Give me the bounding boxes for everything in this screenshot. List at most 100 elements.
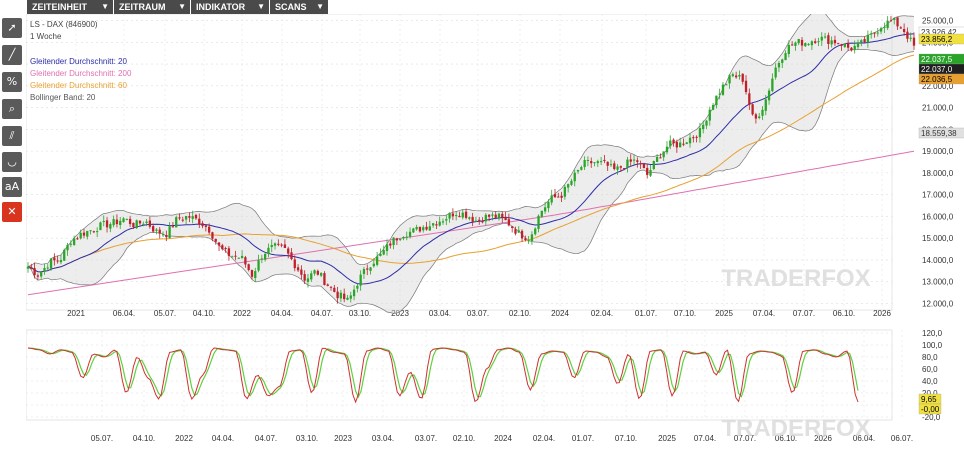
candle-body <box>267 247 270 254</box>
arc-tool-button[interactable]: ◡ <box>2 152 22 172</box>
indikator-menu[interactable]: INDIKATOR ▼ <box>191 0 269 14</box>
candle-body <box>283 244 287 249</box>
candle-body <box>323 273 326 285</box>
candle-body <box>356 285 359 289</box>
candle-body <box>145 221 148 224</box>
price-label: 23.856,2 <box>921 35 953 44</box>
candle-body <box>425 226 428 230</box>
x-tick-label: 2024 <box>551 309 569 318</box>
candle-body <box>537 215 540 229</box>
candle-body <box>290 252 293 260</box>
candle-body <box>438 221 441 226</box>
y-tick-label: 14.000,0 <box>922 256 954 265</box>
candle-body <box>893 17 896 20</box>
chart-area[interactable]: 25.000,024.000,023.000,022.000,021.000,0… <box>25 9 964 444</box>
candle-body <box>448 212 451 219</box>
main-panel <box>25 13 893 311</box>
candle-body <box>725 84 728 86</box>
candle-body <box>72 238 76 245</box>
channel-tool-button[interactable]: ⫽ <box>2 126 22 146</box>
candle-body <box>586 159 590 161</box>
price-label: 18.559,38 <box>921 129 957 138</box>
line-tool-button[interactable]: ╱ <box>2 45 22 65</box>
zeiteinheit-menu[interactable]: ZEITEINHEIT ▼ <box>27 0 113 14</box>
candle-body <box>66 244 69 251</box>
candle-body <box>293 259 296 269</box>
bollinger-fill <box>28 10 914 314</box>
watermark-main: TRADERFOX <box>721 265 870 292</box>
candle-body <box>464 211 468 218</box>
candle-body <box>392 237 395 246</box>
candle-body <box>89 230 92 232</box>
legend-bollinger: Bollinger Band: 20 <box>30 93 96 102</box>
candle-body <box>346 297 349 300</box>
candle-body <box>431 223 435 226</box>
candle-body <box>642 163 646 169</box>
delete-tool-button[interactable]: ✕ <box>2 202 22 222</box>
ma200-line <box>27 150 915 296</box>
y-tick-label: 16.000,0 <box>922 212 954 221</box>
candle-body <box>494 214 497 218</box>
candle-body <box>69 243 72 245</box>
chevron-down-icon: ▼ <box>101 2 109 11</box>
x-tick-label: 04.04. <box>271 309 293 318</box>
candle-body <box>889 20 893 22</box>
x-tick-label: 2026 <box>873 309 891 318</box>
oscillator-panel <box>25 329 893 421</box>
candle-body <box>168 226 171 238</box>
legend-instrument: LS - DAX (846900) <box>30 20 98 29</box>
osc-price-label: -0,00 <box>921 405 940 414</box>
chart-svg[interactable]: 25.000,024.000,023.000,022.000,021.000,0… <box>25 9 964 444</box>
candle-body <box>609 164 613 166</box>
candle-body <box>369 267 372 271</box>
osc-x-tick-label: 2026 <box>814 434 832 443</box>
candle-body <box>257 260 260 271</box>
candle-body <box>399 238 402 240</box>
candle-body <box>613 163 616 170</box>
percent-tool-button[interactable]: % <box>2 72 22 92</box>
candle-body <box>198 218 201 225</box>
candle-body <box>86 230 89 237</box>
candle-body <box>547 201 550 209</box>
osc-x-tick-label: 05.07. <box>91 434 113 443</box>
x-tick-label: 03.10. <box>349 309 371 318</box>
candle-body <box>557 196 560 198</box>
candle-body <box>632 159 636 161</box>
top-menu-bar: ZEITEINHEIT ▼ ZEITRAUM ▼ INDIKATOR ▼ SCANS ▼ <box>0 0 964 14</box>
candle-body <box>840 44 843 46</box>
osc-x-tick-label: 2025 <box>658 434 676 443</box>
text-tool-button[interactable]: aA <box>2 177 22 197</box>
candle-body <box>573 172 576 182</box>
zeitraum-menu[interactable]: ZEITRAUM ▼ <box>114 0 190 14</box>
osc-x-tick-label: 06.07. <box>891 434 913 443</box>
scans-menu[interactable]: SCANS ▼ <box>270 0 328 14</box>
chevron-down-icon: ▼ <box>178 2 186 11</box>
candle-body <box>761 109 764 116</box>
candle-body <box>504 216 507 221</box>
candle-body <box>481 220 484 223</box>
candle-body <box>787 45 790 54</box>
candle-body <box>797 38 800 44</box>
candle-body <box>771 78 774 92</box>
candle-body <box>873 32 876 34</box>
candle-body <box>46 267 49 269</box>
candle-body <box>319 273 323 276</box>
candle-body <box>389 243 392 246</box>
scans-label: SCANS <box>275 2 307 12</box>
candle-body <box>902 29 906 33</box>
candle-body <box>619 166 623 168</box>
zoom-tool-button[interactable]: ⌕ <box>2 99 22 119</box>
osc-price-label: 9,65 <box>921 395 937 404</box>
osc-x-tick-label: 03.04. <box>372 434 394 443</box>
candle-body <box>112 219 115 226</box>
cursor-tool-button[interactable]: ➚ <box>2 18 22 38</box>
candle-body <box>175 217 178 228</box>
x-tick-label: 03.04. <box>429 309 451 318</box>
candle-body <box>731 74 734 77</box>
candle-body <box>814 41 817 43</box>
candle-body <box>372 263 375 267</box>
candle-body <box>455 215 458 217</box>
candle-body <box>155 229 158 231</box>
candle-body <box>751 104 754 115</box>
candle-body <box>76 238 79 240</box>
